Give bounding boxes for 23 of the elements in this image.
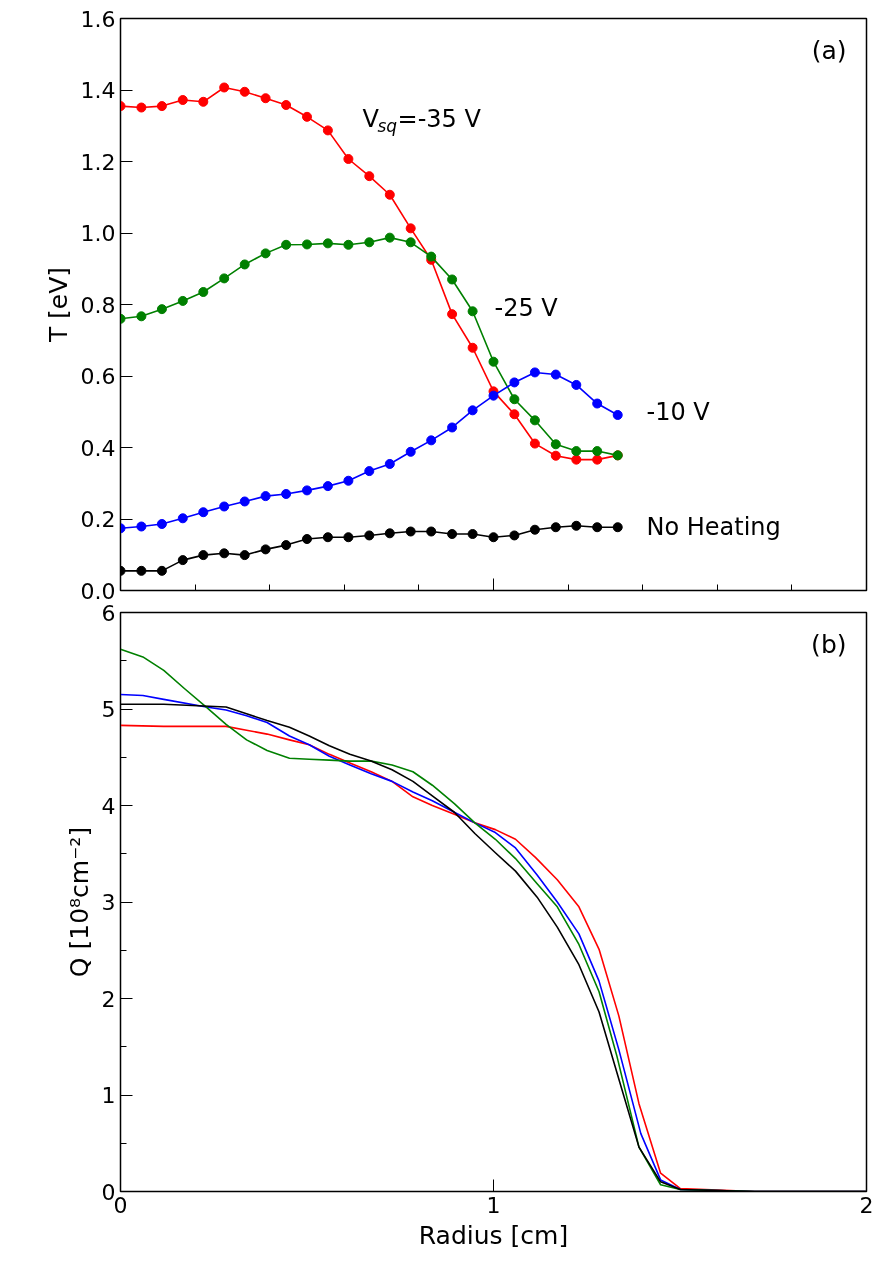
y-tick-label: 1.0: [80, 221, 116, 246]
annotation: (a): [811, 36, 847, 65]
y-tick-label: 1.4: [80, 78, 116, 103]
y-tick-label: 1: [101, 1083, 116, 1108]
y-tick-label: 0.2: [80, 507, 116, 532]
y-tick-label: 3: [101, 890, 116, 915]
y-tick-label: 0.8: [80, 292, 116, 318]
y-tick-label: 5: [101, 697, 116, 722]
series-label: -10 V: [646, 397, 711, 426]
x-tick-label: 2: [859, 1192, 874, 1218]
y-tick-label: 1.6: [80, 6, 116, 32]
annotation: (b): [811, 630, 847, 659]
series-label: -25 V: [494, 293, 559, 322]
y-tick-label: 0.6: [80, 364, 116, 389]
y-tick-label: 2: [101, 986, 116, 1012]
y-tick-label: 0.4: [80, 435, 116, 461]
y-tick-label: 1.2: [80, 149, 116, 175]
y-axis-title: Q [10⁸cm⁻²]: [64, 826, 94, 978]
x-tick-label: 1: [486, 1192, 501, 1218]
x-axis-title: Radius [cm]: [418, 1220, 569, 1250]
series-label: No Heating: [646, 512, 781, 541]
y-axis-title: T [eV]: [43, 266, 73, 344]
y-tick-label: 4: [101, 793, 116, 819]
